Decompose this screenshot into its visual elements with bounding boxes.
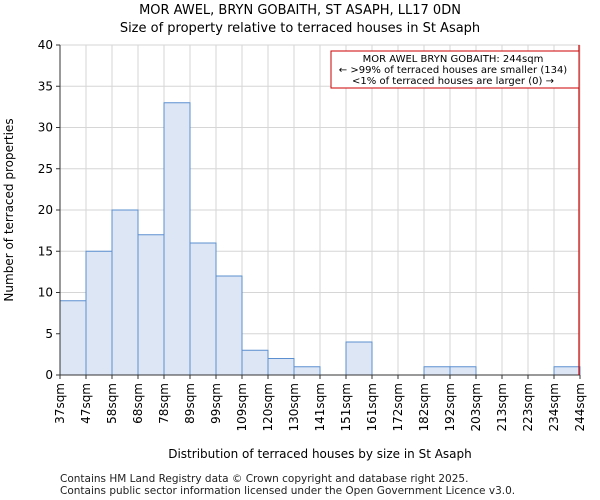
x-tick-label: 203sqm (469, 383, 483, 431)
y-tick-label: 25 (38, 162, 53, 176)
histogram-bar (423, 366, 451, 376)
x-tick-label: 161sqm (365, 383, 379, 431)
annotation-line-1: MOR AWEL BRYN GOBAITH: 244sqm (363, 54, 544, 65)
x-tick-label: 213sqm (495, 383, 509, 431)
x-tick-label: 78sqm (157, 383, 171, 424)
chart-subtitle: Size of property relative to terraced ho… (119, 21, 481, 36)
histogram-bar (59, 300, 87, 376)
x-tick-label: 234sqm (547, 383, 561, 431)
y-tick-label: 20 (38, 203, 53, 217)
footer-copyright: Contains HM Land Registry data © Crown c… (60, 473, 469, 485)
histogram-bar (293, 366, 321, 376)
y-tick-label: 40 (38, 38, 53, 52)
histogram-bar (137, 234, 165, 376)
y-axis-label: Number of terraced properties (2, 118, 16, 301)
x-axis-label: Distribution of terraced houses by size … (168, 447, 472, 461)
x-tick-label: 130sqm (287, 383, 301, 431)
x-tick-label: 68sqm (131, 383, 145, 424)
x-tick-label: 47sqm (79, 383, 93, 424)
x-tick-label: 109sqm (235, 383, 249, 431)
y-tick-label: 15 (38, 244, 53, 258)
histogram-bar (553, 366, 581, 376)
footer-licence: Contains public sector information licen… (60, 485, 516, 497)
x-tick-label: 120sqm (261, 383, 275, 431)
histogram-bar (215, 275, 243, 376)
annotation-line-3: <1% of terraced houses are larger (0) → (352, 76, 554, 87)
x-tick-label: 151sqm (339, 383, 353, 431)
annotation-line-2: ← >99% of terraced houses are smaller (1… (339, 65, 568, 76)
y-tick-label: 0 (45, 368, 53, 382)
x-tick-label: 192sqm (443, 383, 457, 431)
histogram-bar (163, 102, 191, 376)
histogram-bar (85, 250, 113, 376)
x-tick-label: 182sqm (417, 383, 431, 431)
x-tick-label: 99sqm (209, 383, 223, 424)
x-tick-label: 244sqm (573, 383, 587, 431)
y-tick-label: 30 (38, 121, 53, 135)
histogram-bar (267, 358, 295, 376)
x-tick-label: 89sqm (183, 383, 197, 424)
x-tick-label: 37sqm (53, 383, 67, 424)
annotation-box (330, 50, 580, 89)
histogram-bar (449, 366, 477, 376)
histogram-bar (241, 349, 269, 376)
x-tick-label: 141sqm (313, 383, 327, 431)
chart-title: MOR AWEL, BRYN GOBAITH, ST ASAPH, LL17 0… (139, 3, 461, 18)
x-tick-label: 58sqm (105, 383, 119, 424)
y-tick-label: 35 (38, 79, 53, 93)
y-tick-label: 5 (45, 327, 53, 341)
histogram-chart: 0 5 10 15 20 25 30 35 40 37sqm 47sqm 58sqm 68sqm 78sq… (2, 38, 587, 461)
y-tick-label: 10 (38, 286, 53, 300)
histogram-bar (111, 209, 139, 376)
histogram-bar (189, 242, 217, 376)
x-tick-label: 172sqm (391, 383, 405, 431)
x-tick-label: 223sqm (521, 383, 535, 431)
histogram-bar (345, 341, 373, 376)
